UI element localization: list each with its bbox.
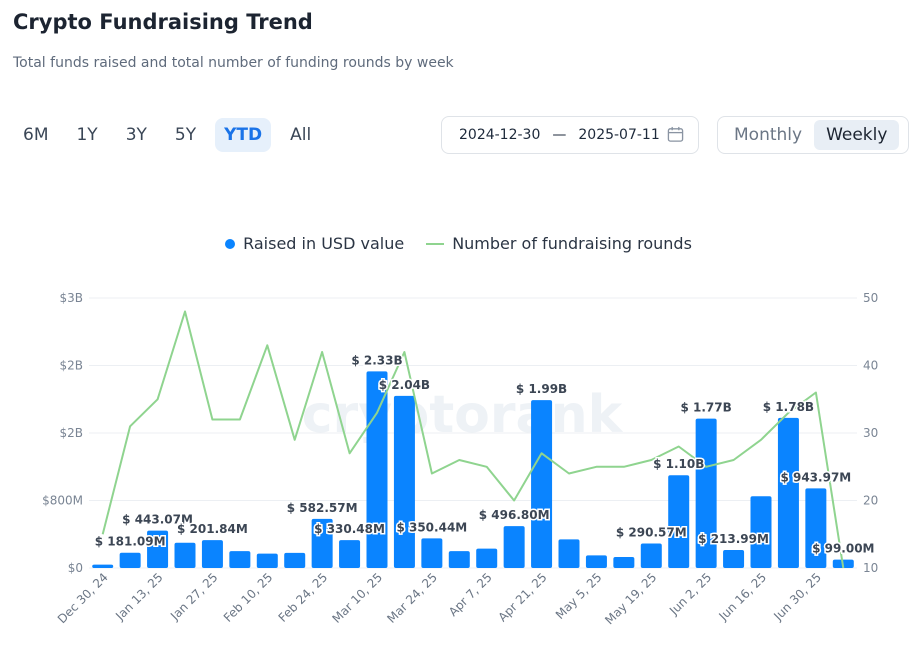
date-range-picker[interactable]: 2024-12-30 — 2025-07-11 bbox=[441, 116, 699, 154]
bar bbox=[640, 543, 662, 568]
data-label: $ 1.77B bbox=[681, 401, 732, 415]
bar bbox=[284, 552, 306, 568]
data-label: $ 350.44M bbox=[396, 520, 467, 534]
data-label: $ 1.78B bbox=[763, 400, 814, 414]
period-toggle: Monthly Weekly bbox=[717, 116, 909, 154]
bar bbox=[558, 539, 580, 568]
bar bbox=[311, 518, 333, 568]
chart-legend: Raised in USD value Number of fundraisin… bbox=[0, 234, 917, 253]
x-tick-label: Jan 27, 25 bbox=[167, 570, 220, 623]
bar bbox=[339, 540, 361, 568]
bar bbox=[119, 552, 141, 568]
data-label: $ 443.07M bbox=[122, 513, 193, 527]
y-right-tick-label: 30 bbox=[863, 426, 878, 440]
y-right-tick-label: 40 bbox=[863, 359, 878, 373]
time-range-selector: 6M 1Y 3Y 5Y YTD All bbox=[14, 116, 330, 154]
legend-dot-icon bbox=[225, 238, 236, 249]
legend-label-raised: Raised in USD value bbox=[243, 234, 405, 253]
x-tick-label: Feb 10, 25 bbox=[221, 570, 276, 625]
x-tick-label: Mar 24, 25 bbox=[384, 570, 440, 626]
bar bbox=[393, 395, 415, 568]
range-ytd-button[interactable]: YTD bbox=[215, 118, 272, 152]
weekly-button[interactable]: Weekly bbox=[814, 120, 900, 150]
bar bbox=[174, 542, 196, 568]
data-label: $ 213.99M bbox=[698, 532, 769, 546]
legend-label-rounds: Number of fundraising rounds bbox=[452, 234, 692, 253]
legend-item-rounds[interactable]: Number of fundraising rounds bbox=[426, 234, 692, 253]
range-6m-button[interactable]: 6M bbox=[23, 125, 49, 145]
calendar-icon[interactable] bbox=[667, 126, 684, 143]
rounds-line bbox=[101, 310, 845, 569]
bar bbox=[476, 548, 498, 568]
watermark-text: cryptorank bbox=[302, 385, 624, 445]
range-5y-button[interactable]: 5Y bbox=[174, 125, 197, 145]
bar bbox=[695, 418, 717, 568]
data-label: $ 2.33B bbox=[351, 353, 402, 367]
x-tick-label: May 5, 25 bbox=[553, 570, 605, 622]
bar bbox=[805, 488, 827, 568]
y-right-tick-label: 20 bbox=[863, 494, 878, 508]
data-label: $ 290.57M bbox=[616, 525, 687, 539]
bar bbox=[723, 549, 745, 568]
range-all-button[interactable]: All bbox=[290, 125, 312, 145]
x-tick-label: Jun 2, 25 bbox=[666, 570, 714, 618]
bar bbox=[229, 551, 251, 568]
y-left-tick-label: $0 bbox=[68, 561, 83, 575]
date-start: 2024-12-30 bbox=[459, 127, 541, 143]
data-label: $ 330.48M bbox=[314, 522, 385, 536]
legend-item-raised[interactable]: Raised in USD value bbox=[225, 234, 404, 253]
page-title: Crypto Fundraising Trend bbox=[13, 10, 313, 34]
data-label: $ 2.04B bbox=[379, 378, 430, 392]
y-right-tick-label: 50 bbox=[863, 291, 878, 305]
bar bbox=[531, 400, 553, 568]
x-tick-label: Jan 13, 25 bbox=[112, 570, 165, 623]
y-left-tick-label: $2B bbox=[59, 359, 83, 373]
data-label: $ 943.97M bbox=[780, 470, 851, 484]
date-end: 2025-07-11 bbox=[578, 127, 660, 143]
bar bbox=[503, 526, 525, 568]
y-right-tick-label: 10 bbox=[863, 561, 878, 575]
bar bbox=[585, 555, 607, 568]
bar bbox=[201, 540, 223, 568]
bar bbox=[421, 538, 443, 568]
x-tick-label: May 19, 25 bbox=[602, 570, 659, 627]
data-label: $ 1.10B bbox=[653, 457, 704, 471]
data-label: $ 181.09M bbox=[95, 535, 166, 549]
x-tick-label: Dec 30, 24 bbox=[55, 570, 111, 626]
x-tick-label: Jun 16, 25 bbox=[716, 570, 770, 624]
monthly-button[interactable]: Monthly bbox=[734, 125, 803, 145]
y-left-tick-label: $3B bbox=[59, 291, 83, 305]
bar bbox=[750, 496, 772, 568]
date-separator: — bbox=[552, 127, 567, 143]
bar bbox=[256, 553, 278, 568]
x-tick-label: Apr 7, 25 bbox=[446, 570, 495, 619]
bar bbox=[147, 530, 169, 568]
range-1y-button[interactable]: 1Y bbox=[76, 125, 98, 145]
y-left-tick-label: $800M bbox=[42, 494, 83, 508]
data-label: $ 496.80M bbox=[479, 508, 550, 522]
page-subtitle: Total funds raised and total number of f… bbox=[13, 55, 454, 71]
bar bbox=[366, 371, 388, 568]
bar bbox=[613, 557, 635, 568]
bar bbox=[448, 551, 470, 568]
y-left-tick-label: $2B bbox=[59, 426, 83, 440]
x-tick-label: Feb 24, 25 bbox=[276, 570, 331, 625]
legend-line-icon bbox=[426, 242, 445, 245]
bar bbox=[92, 564, 114, 568]
range-3y-button[interactable]: 3Y bbox=[125, 125, 147, 145]
data-label: $ 201.84M bbox=[177, 522, 248, 536]
bar bbox=[668, 475, 690, 568]
x-tick-label: Jun 30, 25 bbox=[770, 570, 824, 624]
data-label: $ 582.57M bbox=[287, 501, 358, 515]
x-tick-label: Apr 21, 25 bbox=[495, 570, 549, 624]
bar bbox=[777, 417, 799, 568]
x-tick-label: Mar 10, 25 bbox=[330, 570, 386, 626]
data-label: $ 1.99B bbox=[516, 382, 567, 396]
data-label: $ 99.00M bbox=[812, 542, 874, 556]
